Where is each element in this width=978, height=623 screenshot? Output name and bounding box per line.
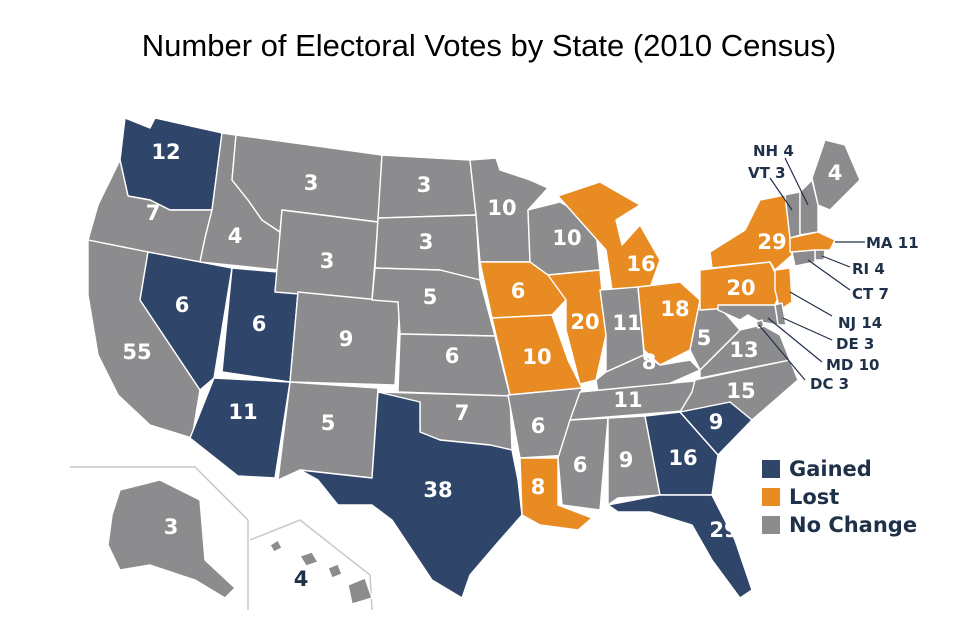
callout-RI: RI 4 <box>852 260 885 278</box>
state-DC <box>755 319 765 329</box>
legend-swatch-no-change <box>762 516 780 534</box>
state-label-NV: 6 <box>175 293 190 317</box>
state-AL <box>607 415 661 506</box>
state-label-MT: 3 <box>304 171 319 195</box>
state-label-SD: 3 <box>419 230 434 254</box>
state-MD <box>717 304 779 326</box>
state-label-MN: 10 <box>487 196 516 220</box>
state-CT <box>791 249 816 267</box>
state-GA <box>644 411 719 496</box>
state-WA <box>119 117 223 211</box>
state-label-PA: 20 <box>726 276 755 300</box>
callout-MA: MA 11 <box>866 234 919 252</box>
state-label-IL: 20 <box>570 310 599 334</box>
map-title: Number of Electoral Votes by State (2010… <box>141 28 837 63</box>
state-label-MS: 6 <box>573 453 588 477</box>
state-label-IA: 6 <box>511 279 526 303</box>
state-NV <box>139 251 233 391</box>
callout-labels: NH 4 VT 3 MA 11 RI 4 CT 7 NJ 14 DE 3 MD … <box>748 142 919 393</box>
state-label-NY: 29 <box>757 230 786 254</box>
state-label-AR: 6 <box>531 414 546 438</box>
inset-frames <box>70 466 373 611</box>
callout-DC: DC 3 <box>810 375 849 393</box>
state-RI <box>814 249 826 261</box>
state-label-NM: 5 <box>321 411 336 435</box>
state-label-UT: 6 <box>252 312 267 336</box>
legend-label-lost: Lost <box>789 485 840 509</box>
legend-swatch-gained <box>762 460 780 478</box>
legend-swatch-lost <box>762 488 780 506</box>
state-label-AL: 9 <box>619 448 634 472</box>
state-CO <box>289 291 401 386</box>
state-labels: 12 7 55 4 6 6 11 3 3 9 5 3 3 5 6 7 38 10… <box>122 140 842 591</box>
legend-item-lost: Lost <box>762 483 917 511</box>
state-label-MO: 10 <box>522 345 551 369</box>
state-label-HI: 4 <box>294 567 309 591</box>
legend-label-no-change: No Change <box>789 513 918 537</box>
state-label-CA: 55 <box>122 340 151 364</box>
state-label-VA: 13 <box>729 338 758 362</box>
state-label-IN: 11 <box>612 311 641 335</box>
state-label-WA: 12 <box>151 140 180 164</box>
state-NH <box>799 179 819 236</box>
legend-label-gained: Gained <box>789 457 872 481</box>
state-MA <box>789 231 836 253</box>
state-label-OK: 7 <box>455 401 470 425</box>
state-label-OR: 7 <box>146 201 161 225</box>
state-shapes <box>87 117 861 605</box>
state-label-CO: 9 <box>339 327 354 351</box>
state-label-WV: 5 <box>697 326 712 350</box>
state-label-NE: 5 <box>423 285 438 309</box>
callout-leaders <box>758 157 865 381</box>
state-label-KY: 8 <box>642 350 657 374</box>
state-label-ND: 3 <box>417 173 432 197</box>
state-NJ <box>774 267 793 311</box>
callout-NH: NH 4 <box>753 142 794 160</box>
state-label-AK: 3 <box>164 515 179 539</box>
state-label-WI: 10 <box>552 226 581 250</box>
state-label-GA: 16 <box>668 446 697 470</box>
state-label-LA: 8 <box>531 475 546 499</box>
state-label-NC: 15 <box>726 379 755 403</box>
state-HI <box>269 539 373 605</box>
state-AZ <box>189 377 291 479</box>
state-label-AZ: 11 <box>228 400 257 424</box>
state-TX <box>299 391 523 599</box>
state-AK <box>107 479 236 599</box>
callout-CT: CT 7 <box>852 285 889 303</box>
state-label-SC: 9 <box>709 410 724 434</box>
state-label-TX: 38 <box>423 478 452 502</box>
callout-VT: VT 3 <box>748 164 786 182</box>
state-label-OH: 18 <box>660 297 689 321</box>
callout-NJ: NJ 14 <box>838 314 882 332</box>
callout-DE: DE 3 <box>836 335 874 353</box>
state-label-ME: 4 <box>828 161 843 185</box>
legend-item-gained: Gained <box>762 455 917 483</box>
callout-MD: MD 10 <box>826 356 879 374</box>
state-label-ID: 4 <box>228 224 243 248</box>
legend: Gained Lost No Change <box>762 455 917 539</box>
state-label-MI: 16 <box>626 252 655 276</box>
legend-item-no-change: No Change <box>762 511 917 539</box>
state-FL <box>607 494 753 599</box>
state-label-FL: 29 <box>709 518 738 542</box>
state-MI <box>557 181 661 291</box>
state-label-KS: 6 <box>445 344 460 368</box>
state-label-TN: 11 <box>613 388 642 412</box>
state-MS <box>557 417 609 511</box>
state-label-WY: 3 <box>320 249 335 273</box>
state-WV <box>689 299 741 371</box>
state-MO <box>491 314 583 396</box>
state-IL <box>547 269 607 385</box>
